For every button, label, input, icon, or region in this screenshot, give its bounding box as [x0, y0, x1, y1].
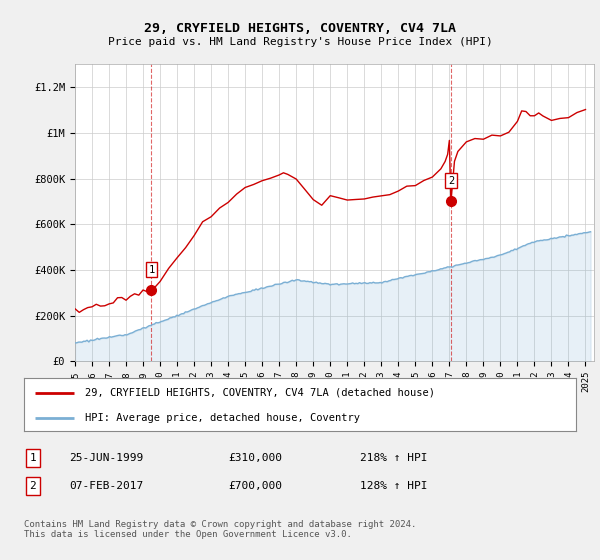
- Text: 1: 1: [29, 453, 37, 463]
- Text: £310,000: £310,000: [228, 453, 282, 463]
- Text: HPI: Average price, detached house, Coventry: HPI: Average price, detached house, Cove…: [85, 413, 360, 423]
- Text: 29, CRYFIELD HEIGHTS, COVENTRY, CV4 7LA (detached house): 29, CRYFIELD HEIGHTS, COVENTRY, CV4 7LA …: [85, 388, 435, 398]
- Text: 25-JUN-1999: 25-JUN-1999: [69, 453, 143, 463]
- Text: 128% ↑ HPI: 128% ↑ HPI: [360, 481, 427, 491]
- Text: Price paid vs. HM Land Registry's House Price Index (HPI): Price paid vs. HM Land Registry's House …: [107, 37, 493, 47]
- Text: 2: 2: [448, 176, 454, 186]
- Text: 218% ↑ HPI: 218% ↑ HPI: [360, 453, 427, 463]
- Text: 07-FEB-2017: 07-FEB-2017: [69, 481, 143, 491]
- Text: 29, CRYFIELD HEIGHTS, COVENTRY, CV4 7LA: 29, CRYFIELD HEIGHTS, COVENTRY, CV4 7LA: [144, 22, 456, 35]
- Text: £700,000: £700,000: [228, 481, 282, 491]
- Text: 2: 2: [29, 481, 37, 491]
- Text: 1: 1: [148, 265, 155, 275]
- Text: Contains HM Land Registry data © Crown copyright and database right 2024.
This d: Contains HM Land Registry data © Crown c…: [24, 520, 416, 539]
